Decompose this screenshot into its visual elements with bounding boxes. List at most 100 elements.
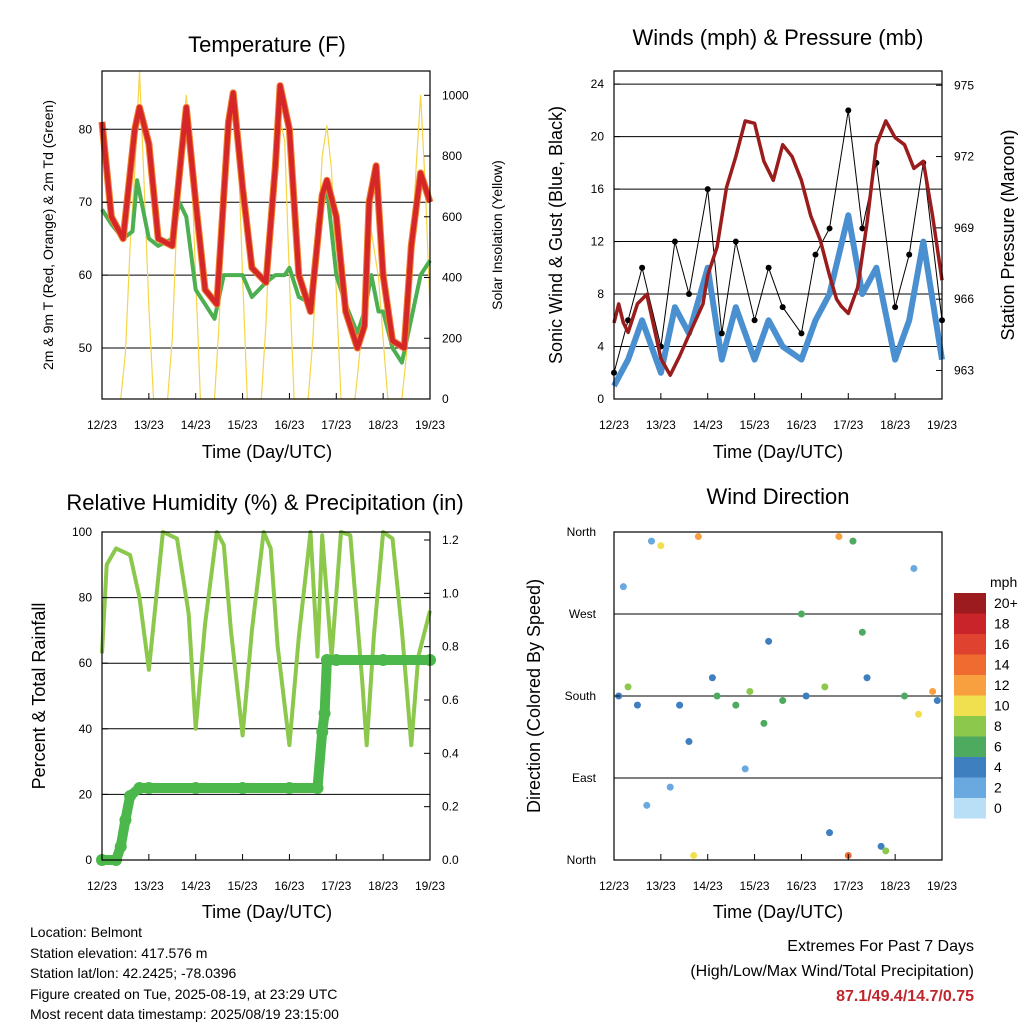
- x-tick-label: 17/23: [321, 418, 351, 432]
- legend-label: 6: [994, 739, 1002, 755]
- wind-direction-point: [849, 537, 857, 545]
- wind-direction-point: [929, 687, 937, 695]
- precipitation-point: [142, 782, 155, 794]
- wind-direction-point: [910, 564, 918, 572]
- legend-label: 14: [994, 657, 1010, 673]
- wind-direction-point: [882, 847, 890, 855]
- y-tick-label: 20: [79, 787, 93, 801]
- wind-direction-point: [933, 697, 941, 705]
- speed-legend: mph 20+ 18 16 14 12 10 8 6 4 2 0: [954, 574, 1018, 819]
- y-tick-label: 80: [79, 591, 93, 605]
- x-tick-label: 19/23: [415, 879, 445, 893]
- extremes-title: Extremes For Past 7 Days: [787, 938, 974, 955]
- y-tick-label: 16: [591, 182, 605, 196]
- precipitation-point: [114, 840, 127, 853]
- legend-label: 16: [994, 636, 1010, 652]
- legend-label: 18: [994, 616, 1010, 632]
- legend-label: 12: [994, 677, 1010, 693]
- wind-pressure-frame: [613, 70, 943, 400]
- x-tick-label: 19/23: [927, 418, 957, 432]
- legend-swatch: [954, 777, 986, 798]
- y-tick-label: 12: [591, 235, 605, 249]
- x-tick-label: 16/23: [786, 418, 816, 432]
- rh-precip-ylabel: Percent & Total Rainfall: [29, 603, 49, 790]
- precipitation-point: [316, 726, 329, 738]
- wind-direction-panel: Wind Direction 12/23 13/23 14/23 15/23 16/23…: [524, 484, 1018, 922]
- legend-label: 4: [994, 759, 1002, 775]
- legend-swatch: [954, 736, 986, 757]
- wind-direction-point: [802, 692, 810, 700]
- x-tick-label: 16/23: [274, 879, 304, 893]
- wind-direction-point: [619, 583, 627, 591]
- wind-pressure-y2label: Station Pressure (Maroon): [998, 129, 1018, 340]
- wind-direction-point: [643, 801, 651, 809]
- y2-tick-label: 969: [954, 221, 974, 235]
- wind-direction-point: [863, 674, 871, 682]
- y-tick-label: 100: [72, 525, 92, 539]
- temperature-xlabel: Time (Day/UTC): [202, 442, 332, 462]
- wind-direction-point: [633, 701, 641, 709]
- x-tick-label: 18/23: [880, 879, 910, 893]
- x-tick-label: 14/23: [181, 879, 211, 893]
- legend-label: 2: [994, 780, 1002, 796]
- extremes-subtitle: (High/Low/Max Wind/Total Precipitation): [690, 963, 974, 980]
- wind-direction-ylabel: Direction (Colored By Speed): [524, 579, 544, 813]
- sonic-wind-line: [611, 212, 945, 388]
- legend-label: 0: [994, 800, 1002, 816]
- wind-direction-point: [741, 765, 749, 773]
- y-tick-label: 40: [79, 722, 93, 736]
- x-tick-label: 14/23: [181, 418, 211, 432]
- precipitation-point: [119, 814, 132, 826]
- x-tick-label: 13/23: [134, 879, 164, 893]
- wind-direction-point: [779, 697, 787, 705]
- wind-direction-point: [821, 683, 829, 691]
- elevation-text: Station elevation: 417.576 m: [30, 944, 208, 961]
- precipitation-point: [236, 782, 249, 794]
- wind-direction-point: [666, 783, 674, 791]
- precipitation-point: [311, 782, 324, 794]
- y2-tick-label: 963: [954, 363, 974, 377]
- x-tick-label: 14/23: [693, 879, 723, 893]
- legend-swatch: [954, 593, 986, 614]
- temperature-y2label: Solar Insolation (Yellow): [489, 160, 505, 310]
- wind-pressure-xlabel: Time (Day/UTC): [713, 442, 843, 462]
- wind-direction-point: [732, 701, 740, 709]
- y2-tick-label: 0.6: [442, 693, 459, 707]
- wind-direction-point: [694, 533, 702, 541]
- x-tick-label: 19/23: [927, 879, 957, 893]
- direction-label: North: [567, 525, 596, 539]
- wind-direction-point: [624, 683, 632, 691]
- direction-label: West: [569, 607, 597, 621]
- y2-tick-label: 972: [954, 150, 974, 164]
- extremes-values: 87.1/49.4/14.7/0.75: [836, 988, 974, 1005]
- y2-tick-label: 0.8: [442, 640, 459, 654]
- station-pressure-line: [612, 119, 944, 377]
- wind-direction-point: [765, 637, 773, 645]
- y-tick-label: 60: [79, 656, 93, 670]
- dewpoint-line: [100, 178, 432, 365]
- rh-precip-frame: [101, 531, 431, 861]
- legend-label: 10: [994, 698, 1010, 714]
- x-tick-label: 13/23: [646, 879, 676, 893]
- wind-pressure-title: Winds (mph) & Pressure (mb): [633, 25, 924, 50]
- gust-line: [613, 109, 943, 373]
- direction-label: North: [567, 853, 596, 867]
- wind-direction-point: [657, 542, 665, 550]
- temperature-panel: Temperature (F) 12/23 13/23 14/23 15/23 16/2…: [40, 32, 505, 462]
- wind-direction-point: [835, 533, 843, 541]
- legend-swatch: [954, 798, 986, 819]
- wind-direction-point: [901, 692, 909, 700]
- wind-direction-point: [685, 738, 693, 746]
- legend-label: 8: [994, 718, 1002, 734]
- location-text: Location: Belmont: [30, 924, 143, 940]
- y2-tick-label: 800: [442, 149, 462, 163]
- y-tick-label: 20: [591, 130, 605, 144]
- rh-precip-title: Relative Humidity (%) & Precipitation (i…: [66, 490, 463, 515]
- wind-direction-xlabel: Time (Day/UTC): [713, 902, 843, 922]
- legend-swatch: [954, 695, 986, 716]
- wind-pressure-panel: Winds (mph) & Pressure (mb) 12/23 13/23 14…: [546, 25, 1018, 462]
- y2-tick-label: 0.2: [442, 800, 459, 814]
- wind-direction-point: [713, 692, 721, 700]
- x-tick-label: 16/23: [786, 879, 816, 893]
- temperature-ylabel: 2m & 9m T (Red, Orange) & 2m Td (Green): [40, 100, 56, 370]
